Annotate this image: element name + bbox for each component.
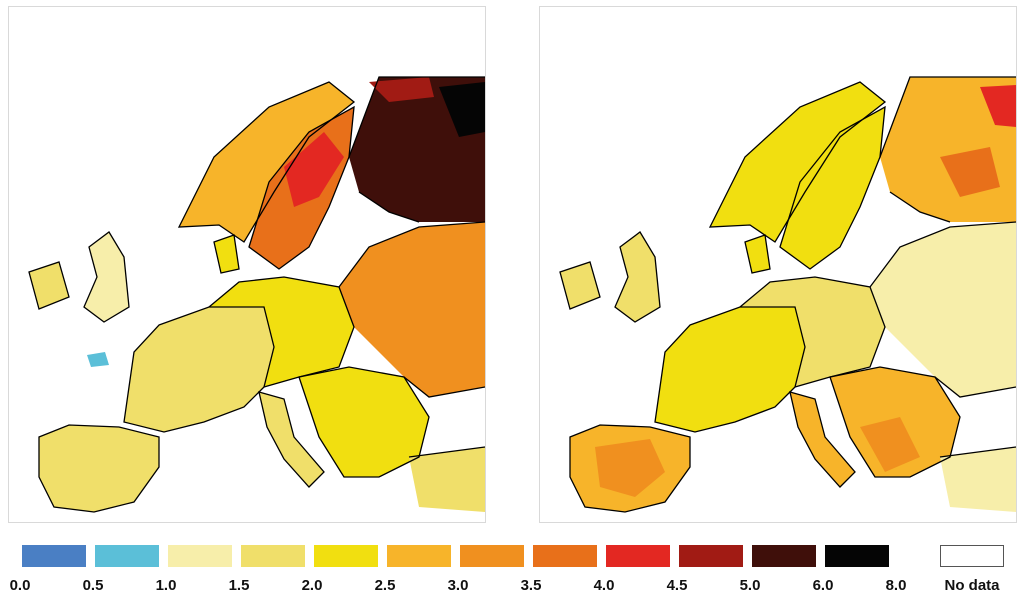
legend-tick-label: 4.5: [666, 577, 688, 594]
legend-tick-label: 4.0: [593, 577, 615, 594]
map-left-borders: [28, 76, 485, 513]
legend-tick-label: 2.5: [374, 577, 396, 594]
legend-tick-label: 3.5: [520, 577, 542, 594]
legend-swatch-11: [825, 545, 889, 567]
legend-tick-label: 1.0: [155, 577, 177, 594]
europe-map-left: [28, 76, 485, 513]
legend-tick-label: 3.0: [447, 577, 469, 594]
map-panel-left: [8, 6, 486, 523]
legend-tick-label: 8.0: [885, 577, 907, 594]
legend-swatch-5: [387, 545, 451, 567]
legend-swatch-3: [241, 545, 305, 567]
legend-swatch-0: [22, 545, 86, 567]
europe-map-right: [559, 76, 1016, 513]
legend-no-data-label: No data: [944, 577, 1000, 594]
legend-swatch-8: [606, 545, 670, 567]
legend-swatch-1: [95, 545, 159, 567]
map-right-borders: [559, 76, 1016, 513]
legend-tick-label: 5.0: [739, 577, 761, 594]
legend-swatch-10: [752, 545, 816, 567]
map-left-fill: [29, 77, 485, 512]
legend-swatch-7: [533, 545, 597, 567]
legend-tick-label: 0.5: [82, 577, 104, 594]
legend-no-data-swatch: [940, 545, 1004, 567]
legend-swatch-2: [168, 545, 232, 567]
legend-tick-label: 1.5: [228, 577, 250, 594]
map-right-fill: [560, 77, 1016, 512]
legend-tick-label: 0.0: [9, 577, 31, 594]
legend-swatch-6: [460, 545, 524, 567]
map-panel-right: [539, 6, 1017, 523]
color-legend: 0.0 0.5 1.0 1.5 2.0 2.5 3.0 3.5 4.0 4.5 5.0 6.0 8.0 N…: [0, 540, 1024, 608]
legend-swatch-4: [314, 545, 378, 567]
legend-tick-label: 6.0: [812, 577, 834, 594]
legend-tick-label: 2.0: [301, 577, 323, 594]
legend-swatch-9: [679, 545, 743, 567]
